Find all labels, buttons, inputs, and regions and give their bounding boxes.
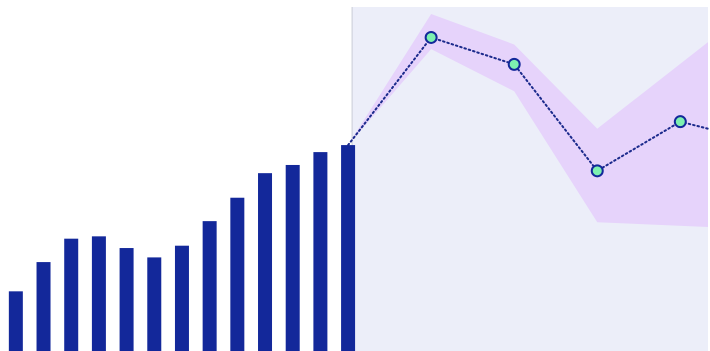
history-bar	[91, 236, 106, 351]
history-bar	[202, 221, 217, 351]
history-bar	[174, 245, 189, 351]
confidence-band	[348, 14, 708, 227]
forecast-point	[507, 57, 521, 71]
history-bar	[147, 257, 162, 351]
history-bar	[313, 152, 328, 351]
forecast-point	[673, 115, 687, 129]
history-bar	[119, 248, 134, 351]
history-bar	[285, 164, 300, 351]
history-bars	[8, 145, 356, 351]
history-bar	[341, 145, 356, 351]
forecast-point	[590, 164, 604, 178]
history-bar	[64, 238, 79, 351]
history-bar	[36, 262, 51, 351]
forecast-markers	[424, 30, 687, 178]
forecast-point	[424, 30, 438, 44]
confidence-band-layer	[348, 14, 708, 227]
history-bar	[8, 291, 23, 351]
history-bar	[258, 173, 273, 351]
history-bar	[230, 197, 245, 351]
